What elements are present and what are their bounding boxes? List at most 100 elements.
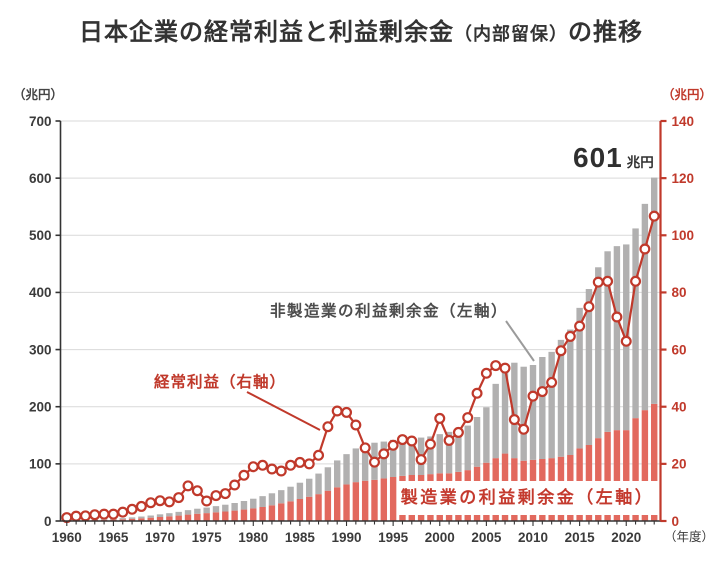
- line-point-1997: [406, 435, 418, 447]
- bar-nonmanufacturing-1973: [184, 510, 192, 515]
- line-point-2004: [471, 387, 483, 399]
- bar-nonmanufacturing-1991: [352, 448, 360, 483]
- bar-nonmanufacturing-2003: [464, 425, 471, 471]
- bar-manufacturing-1967: [128, 518, 136, 521]
- bar-nonmanufacturing-1975: [203, 507, 210, 514]
- bar-manufacturing-1979: [240, 509, 248, 521]
- bar-manufacturing-1995: [389, 477, 397, 521]
- x-label-1975: 1975: [192, 530, 223, 545]
- bar-nonmanufacturing-1978: [231, 503, 238, 511]
- bar-manufacturing-1990: [343, 484, 350, 521]
- line-point-2005: [480, 367, 492, 379]
- bar-nonmanufacturing-2004: [473, 417, 481, 467]
- line-point-2021: [630, 275, 642, 287]
- line-point-1988: [322, 421, 334, 433]
- right-tick-label-0: 0: [672, 514, 680, 529]
- bar-nonmanufacturing-2015: [576, 307, 583, 449]
- ordinary-profit-series-label: 経常利益（右軸）: [154, 374, 287, 391]
- bar-manufacturing-1991: [352, 482, 360, 521]
- line-point-1982: [266, 463, 278, 475]
- bar-nonmanufacturing-2007: [501, 365, 509, 454]
- bar-nonmanufacturing-1984: [287, 486, 294, 502]
- line-point-1977: [219, 488, 231, 500]
- x-label-1995: 1995: [378, 530, 409, 545]
- right-tick-label-140: 140: [672, 114, 695, 129]
- bar-manufacturing-1978: [231, 510, 238, 521]
- line-point-2011: [536, 386, 548, 398]
- left-axis-unit-label: （兆円）: [13, 88, 64, 102]
- bar-nonmanufacturing-2023: [651, 177, 658, 404]
- bar-manufacturing-2021: [632, 418, 639, 521]
- line-point-1971: [163, 496, 175, 508]
- line-point-2010: [527, 390, 539, 402]
- line-point-2014: [564, 330, 576, 342]
- bar-nonmanufacturing-2008: [511, 362, 518, 459]
- line-point-1980: [247, 461, 259, 473]
- bar-nonmanufacturing-1996: [399, 437, 406, 476]
- bar-nonmanufacturing-1979: [240, 501, 248, 510]
- bar-nonmanufacturing-2001: [445, 431, 453, 474]
- bar-nonmanufacturing-1981: [259, 496, 266, 507]
- line-point-2022: [639, 243, 651, 255]
- bar-manufacturing-1983: [278, 503, 285, 521]
- bar-nonmanufacturing-1997: [408, 436, 415, 475]
- bar-nonmanufacturing-1986: [306, 478, 313, 497]
- left-tick-label-100: 100: [29, 457, 52, 472]
- chart-title: 日本企業の経常利益と利益剰余金（内部留保）の推移: [0, 12, 722, 47]
- line-point-1995: [387, 439, 399, 451]
- bar-nonmanufacturing-1988: [324, 467, 332, 491]
- bar-nonmanufacturing-2021: [632, 228, 639, 419]
- bar-nonmanufacturing-2010: [529, 365, 537, 460]
- line-point-2015: [574, 320, 586, 332]
- line-point-1979: [238, 469, 250, 481]
- bar-nonmanufacturing-2011: [539, 357, 546, 459]
- line-point-1964: [98, 508, 110, 520]
- line-point-1968: [135, 500, 147, 512]
- bar-nonmanufacturing-1992: [361, 444, 369, 481]
- title-main-after: の推移: [568, 19, 643, 46]
- line-point-1983: [275, 465, 287, 477]
- line-point-1967: [126, 503, 138, 515]
- bar-nonmanufacturing-2014: [567, 329, 574, 455]
- line-point-1962: [79, 510, 91, 522]
- line-point-1974: [191, 485, 203, 497]
- bar-nonmanufacturing-1971: [166, 513, 173, 517]
- line-point-1985: [294, 456, 306, 468]
- bar-manufacturing-1971: [166, 516, 173, 521]
- right-tick-label-120: 120: [672, 171, 695, 186]
- bar-manufacturing-1969: [147, 517, 154, 521]
- ordinary-profit-leader-line: [246, 391, 321, 431]
- nonmanufacturing-leader-line: [505, 320, 535, 362]
- bar-nonmanufacturing-1990: [343, 454, 350, 485]
- title-main-before: 日本企業の経常利益と利益剰余金: [79, 19, 454, 46]
- line-point-2001: [443, 434, 455, 446]
- line-point-1993: [368, 456, 380, 468]
- final-total-value: 601: [573, 142, 623, 173]
- bar-manufacturing-1994: [380, 478, 388, 521]
- bar-manufacturing-1989: [333, 487, 341, 521]
- bar-manufacturing-1976: [212, 512, 220, 521]
- bar-manufacturing-1992: [361, 480, 369, 521]
- line-point-1984: [285, 459, 297, 471]
- x-label-2020: 2020: [611, 530, 641, 545]
- x-label-2000: 2000: [425, 530, 455, 545]
- bar-nonmanufacturing-1976: [212, 506, 220, 513]
- right-tick-label-20: 20: [672, 457, 687, 472]
- bar-nonmanufacturing-2005: [483, 407, 490, 463]
- bar-nonmanufacturing-1968: [138, 516, 145, 519]
- x-axis-unit-label: （年度）: [664, 529, 714, 544]
- bar-nonmanufacturing-1977: [222, 504, 229, 512]
- bar-manufacturing-1970: [156, 517, 164, 521]
- line-point-1975: [201, 495, 213, 507]
- bar-nonmanufacturing-2017: [595, 267, 602, 439]
- x-label-1965: 1965: [98, 530, 129, 545]
- left-tick-label-700: 700: [29, 114, 52, 129]
- line-point-1989: [331, 405, 343, 417]
- x-label-1990: 1990: [331, 530, 361, 545]
- bar-nonmanufacturing-2012: [548, 351, 555, 459]
- bar-manufacturing-1984: [287, 501, 294, 521]
- bar-manufacturing-1982: [268, 505, 276, 521]
- bar-manufacturing-1993: [371, 479, 378, 521]
